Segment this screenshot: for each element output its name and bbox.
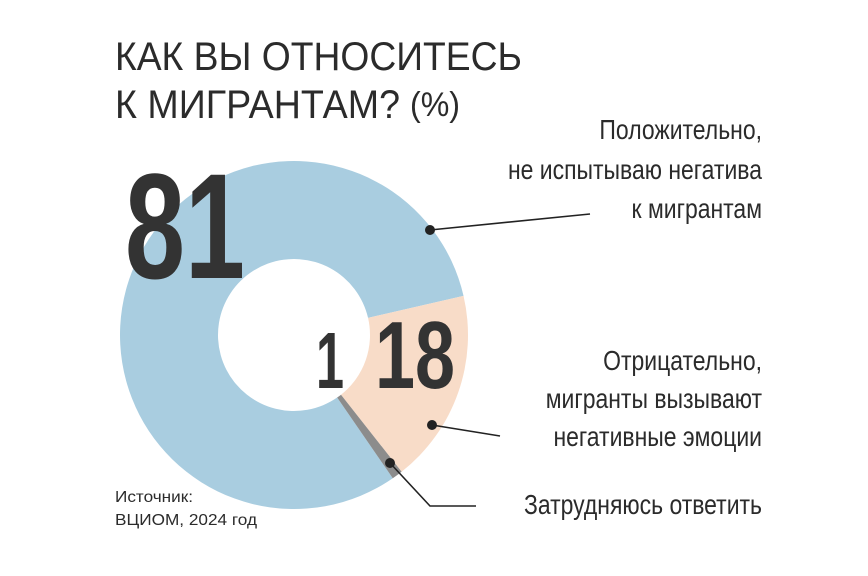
- leader-dot: [425, 225, 435, 235]
- donut-segment: [340, 295, 468, 472]
- chart-title: К МИГРАНТАМ?: [115, 83, 400, 127]
- category-label: к мигрантам: [632, 193, 762, 224]
- leader-line: [431, 424, 501, 437]
- leaders: [385, 213, 591, 507]
- leader-dot: [427, 420, 437, 430]
- leader-dot: [385, 458, 395, 468]
- donut-segment: [119, 160, 464, 509]
- category-label: Положительно,: [599, 114, 762, 145]
- leader-line: [429, 213, 591, 231]
- unit-label: (%): [410, 86, 460, 124]
- leader-line: [389, 462, 476, 507]
- category-label: мигранты вызывают: [546, 383, 762, 414]
- category-label: Отрицательно,: [603, 345, 762, 376]
- value-label: 81: [125, 142, 245, 310]
- chart-title: КАК ВЫ ОТНОСИТЕСЬ: [115, 35, 522, 79]
- source: ВЦИОМ, 2024 год: [115, 512, 258, 529]
- category-label: Затрудняюсь ответить: [524, 489, 762, 520]
- source: Источник:: [115, 489, 193, 506]
- category-label: не испытываю негатива: [508, 154, 762, 185]
- category-label: негативные эмоции: [553, 421, 762, 452]
- donut: [119, 160, 468, 509]
- donut-segment: [337, 394, 402, 479]
- value-label: 18: [375, 302, 455, 409]
- value-label: 1: [316, 316, 344, 405]
